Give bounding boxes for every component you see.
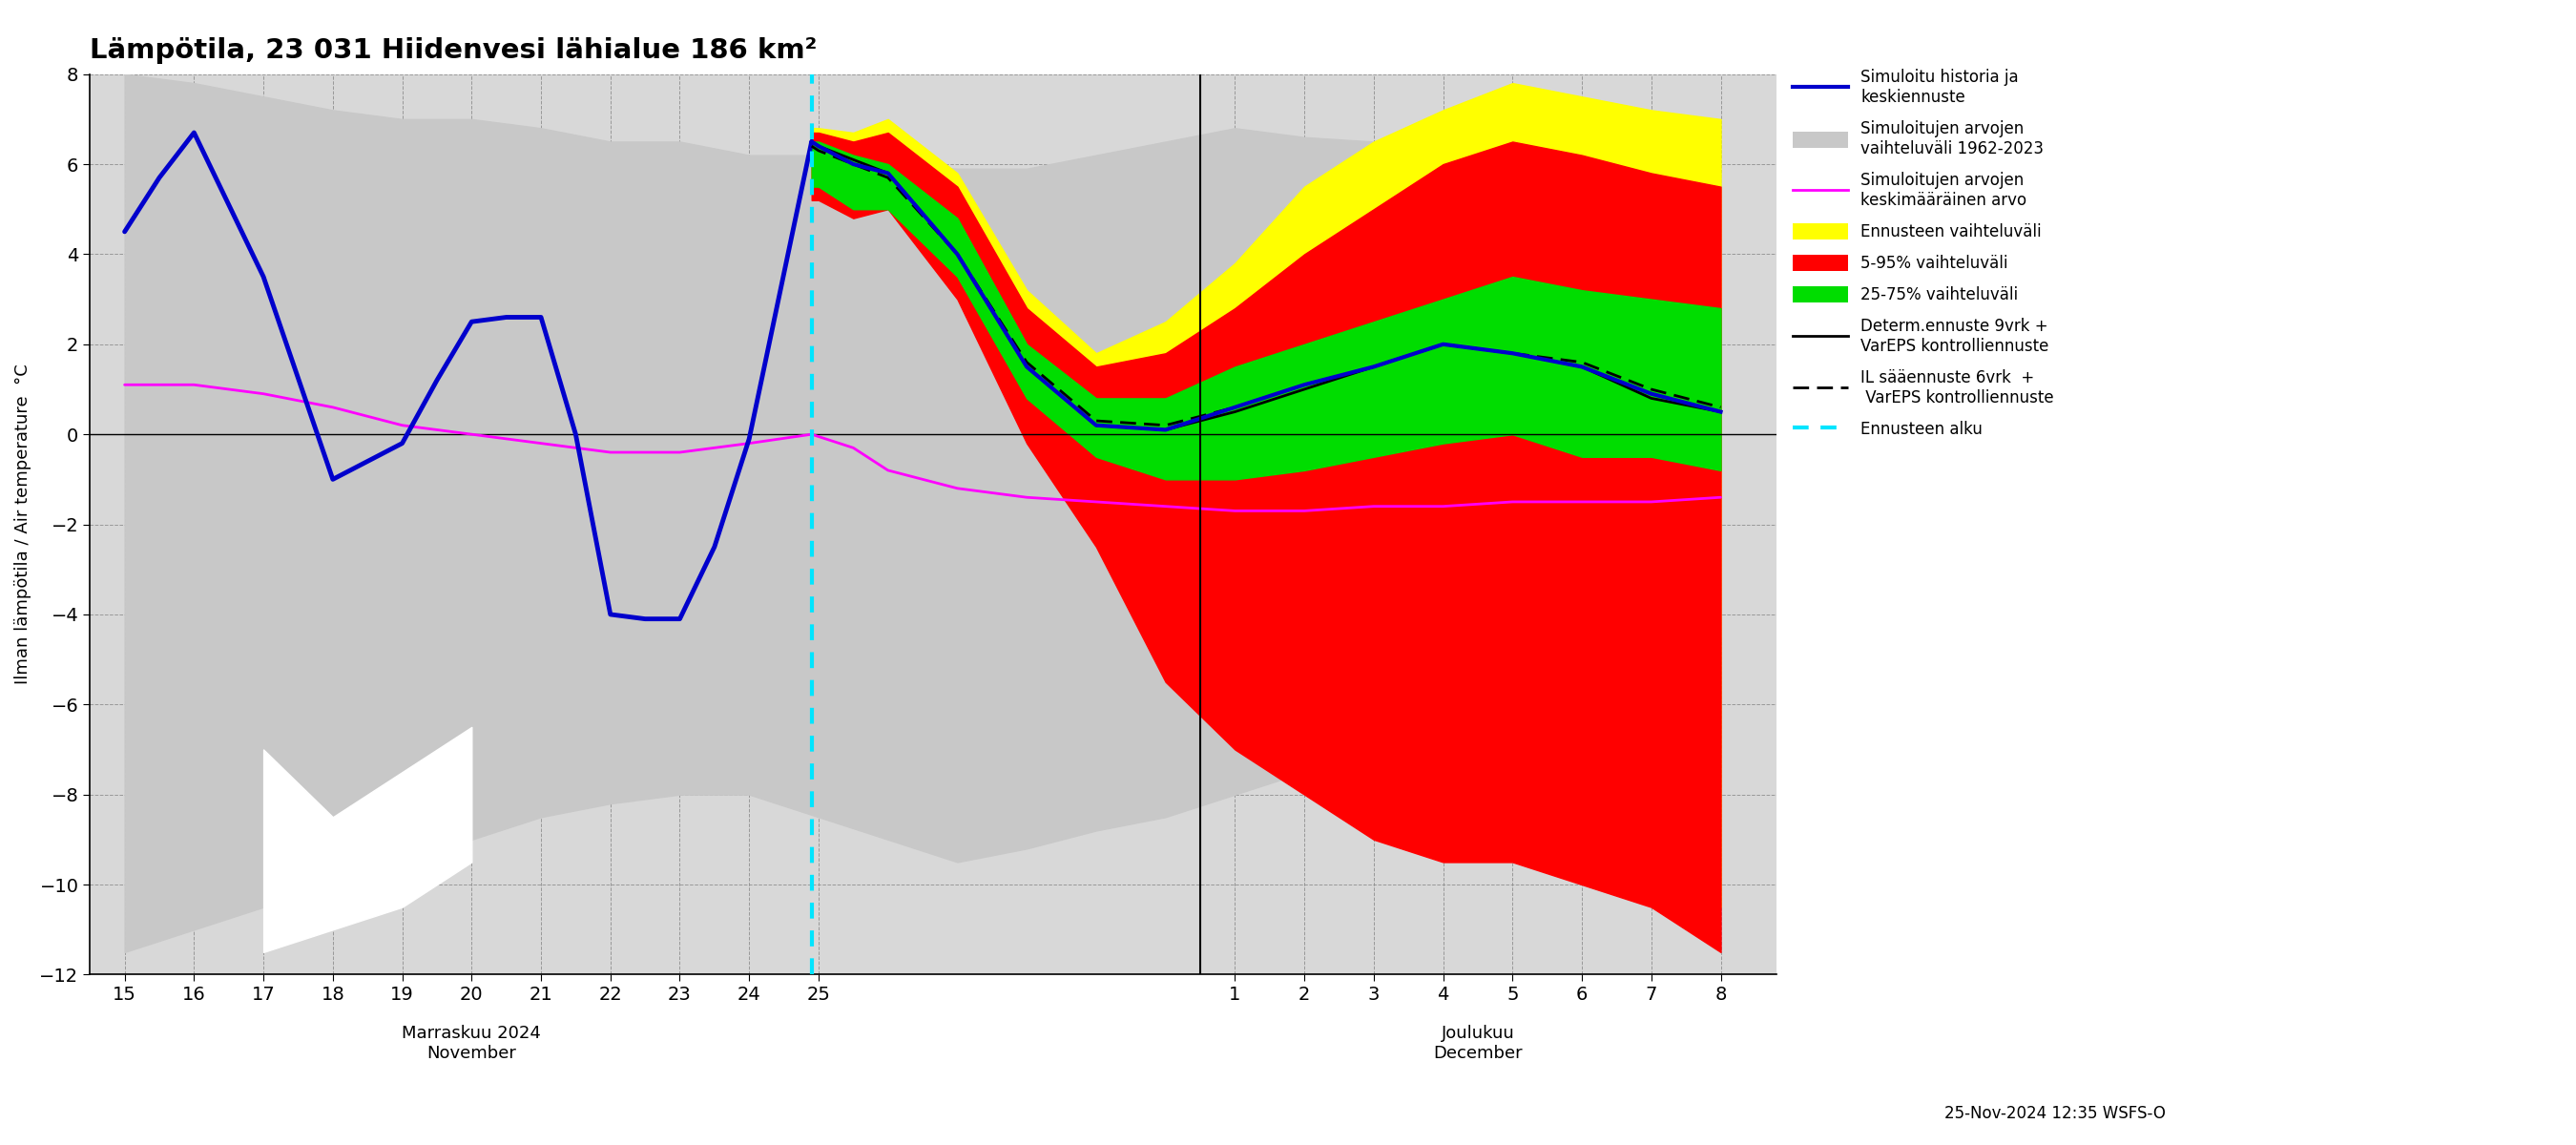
Text: Joulukuu
December: Joulukuu December: [1432, 1025, 1522, 1063]
Text: Marraskuu 2024
November: Marraskuu 2024 November: [402, 1025, 541, 1063]
Text: Lämpötila, 23 031 Hiidenvesi lähialue 186 km²: Lämpötila, 23 031 Hiidenvesi lähialue 18…: [90, 37, 817, 64]
Y-axis label: Ilman lämpötila / Air temperature  °C: Ilman lämpötila / Air temperature °C: [15, 364, 31, 685]
Legend: Simuloitu historia ja
keskiennuste, Simuloitujen arvojen
vaihteluväli 1962-2023,: Simuloitu historia ja keskiennuste, Simu…: [1788, 64, 2058, 442]
Text: 25-Nov-2024 12:35 WSFS-O: 25-Nov-2024 12:35 WSFS-O: [1945, 1105, 2166, 1122]
